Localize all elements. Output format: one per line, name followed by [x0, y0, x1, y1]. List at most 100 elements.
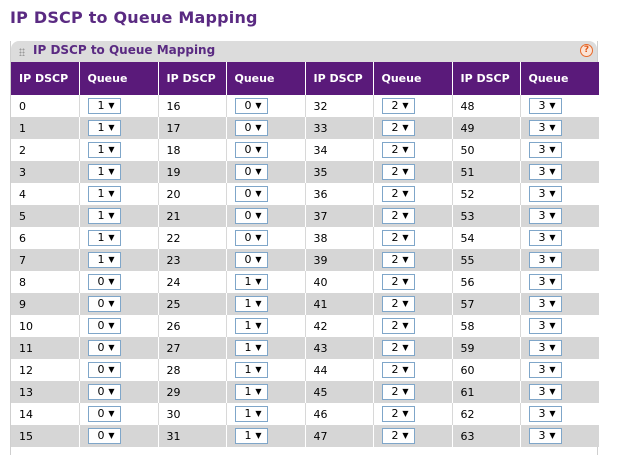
queue-select[interactable]: 3 ▼ [528, 142, 562, 158]
queue-select[interactable]: 2 ▼ [381, 164, 415, 180]
queue-select[interactable]: 0 ▼ [234, 164, 268, 180]
queue-select[interactable]: 3 ▼ [528, 274, 562, 290]
queue-cell: 3 ▼ [520, 381, 599, 403]
dscp-value-cell: 25 [158, 293, 227, 315]
queue-select[interactable]: 1 ▼ [234, 428, 268, 444]
dscp-value-cell: 47 [305, 425, 374, 447]
queue-select[interactable]: 0 ▼ [87, 428, 121, 444]
queue-select[interactable]: 0 ▼ [87, 362, 121, 378]
queue-select[interactable]: 2 ▼ [381, 428, 415, 444]
queue-cell: 0 ▼ [226, 161, 306, 183]
queue-select[interactable]: 0 ▼ [234, 230, 268, 246]
chevron-down-icon: ▼ [402, 255, 409, 264]
queue-select[interactable]: 3 ▼ [528, 362, 562, 378]
queue-select[interactable]: 1 ▼ [87, 230, 121, 246]
queue-cell: 3 ▼ [520, 95, 599, 117]
queue-select[interactable]: 1 ▼ [87, 98, 121, 114]
queue-select[interactable]: 1 ▼ [234, 384, 268, 400]
queue-select[interactable]: 3 ▼ [528, 252, 562, 268]
queue-cell: 3 ▼ [520, 227, 599, 249]
queue-select[interactable]: 0 ▼ [87, 384, 121, 400]
queue-select[interactable]: 3 ▼ [528, 340, 562, 356]
table-row: 15 0 ▼ 31 1 ▼ 47 2 ▼ 63 3 ▼ [11, 425, 599, 447]
queue-selected-value: 0 [244, 121, 252, 134]
dscp-value-cell: 62 [452, 403, 521, 425]
queue-select[interactable]: 2 ▼ [381, 384, 415, 400]
queue-selected-value: 2 [391, 407, 399, 420]
dscp-value-cell: 10 [11, 315, 80, 337]
queue-select[interactable]: 2 ▼ [381, 142, 415, 158]
chevron-down-icon: ▼ [549, 343, 556, 352]
help-icon[interactable]: ? [580, 44, 593, 57]
queue-select[interactable]: 2 ▼ [381, 318, 415, 334]
chevron-down-icon: ▼ [549, 409, 556, 418]
chevron-down-icon: ▼ [549, 365, 556, 374]
dscp-value-cell: 4 [11, 183, 80, 205]
queue-select[interactable]: 3 ▼ [528, 318, 562, 334]
queue-cell: 0 ▼ [226, 139, 306, 161]
queue-select[interactable]: 3 ▼ [528, 296, 562, 312]
queue-cell: 2 ▼ [373, 337, 453, 359]
queue-selected-value: 3 [538, 275, 546, 288]
queue-select[interactable]: 1 ▼ [87, 186, 121, 202]
queue-cell: 3 ▼ [520, 161, 599, 183]
queue-select[interactable]: 1 ▼ [87, 164, 121, 180]
queue-select[interactable]: 1 ▼ [87, 120, 121, 136]
queue-select[interactable]: 3 ▼ [528, 230, 562, 246]
queue-select[interactable]: 1 ▼ [87, 142, 121, 158]
queue-cell: 2 ▼ [373, 293, 453, 315]
queue-select[interactable]: 3 ▼ [528, 120, 562, 136]
queue-select[interactable]: 3 ▼ [528, 406, 562, 422]
queue-select[interactable]: 0 ▼ [234, 208, 268, 224]
queue-select[interactable]: 0 ▼ [234, 142, 268, 158]
queue-select[interactable]: 0 ▼ [234, 186, 268, 202]
queue-select[interactable]: 1 ▼ [234, 318, 268, 334]
queue-select[interactable]: 2 ▼ [381, 406, 415, 422]
queue-select[interactable]: 3 ▼ [528, 98, 562, 114]
queue-select[interactable]: 0 ▼ [87, 406, 121, 422]
queue-cell: 2 ▼ [373, 359, 453, 381]
queue-select[interactable]: 0 ▼ [234, 120, 268, 136]
queue-select[interactable]: 0 ▼ [234, 252, 268, 268]
queue-select[interactable]: 1 ▼ [234, 296, 268, 312]
queue-cell: 0 ▼ [79, 381, 159, 403]
queue-select[interactable]: 2 ▼ [381, 120, 415, 136]
queue-select[interactable]: 1 ▼ [234, 362, 268, 378]
queue-select[interactable]: 3 ▼ [528, 164, 562, 180]
queue-cell: 3 ▼ [520, 403, 599, 425]
dscp-value-cell: 41 [305, 293, 374, 315]
queue-select[interactable]: 1 ▼ [234, 274, 268, 290]
queue-cell: 2 ▼ [373, 183, 453, 205]
queue-select[interactable]: 2 ▼ [381, 340, 415, 356]
queue-select[interactable]: 2 ▼ [381, 98, 415, 114]
queue-select[interactable]: 1 ▼ [87, 208, 121, 224]
queue-select[interactable]: 0 ▼ [87, 340, 121, 356]
queue-select[interactable]: 2 ▼ [381, 252, 415, 268]
dscp-value-cell: 61 [452, 381, 521, 403]
queue-select[interactable]: 3 ▼ [528, 428, 562, 444]
table-row: 7 1 ▼ 23 0 ▼ 39 2 ▼ 55 3 ▼ [11, 249, 599, 271]
queue-select[interactable]: 0 ▼ [234, 98, 268, 114]
queue-select[interactable]: 0 ▼ [87, 296, 121, 312]
queue-select[interactable]: 0 ▼ [87, 274, 121, 290]
queue-select[interactable]: 3 ▼ [528, 208, 562, 224]
queue-cell: 0 ▼ [226, 205, 306, 227]
queue-cell: 2 ▼ [373, 117, 453, 139]
queue-select[interactable]: 1 ▼ [234, 340, 268, 356]
queue-select[interactable]: 3 ▼ [528, 186, 562, 202]
queue-cell: 0 ▼ [79, 425, 159, 447]
queue-select[interactable]: 1 ▼ [87, 252, 121, 268]
queue-select[interactable]: 2 ▼ [381, 186, 415, 202]
queue-select[interactable]: 2 ▼ [381, 296, 415, 312]
queue-select[interactable]: 1 ▼ [234, 406, 268, 422]
queue-cell: 1 ▼ [226, 271, 306, 293]
chevron-down-icon: ▼ [255, 255, 262, 264]
queue-select[interactable]: 0 ▼ [87, 318, 121, 334]
chevron-down-icon: ▼ [402, 189, 409, 198]
queue-select[interactable]: 2 ▼ [381, 362, 415, 378]
queue-select[interactable]: 2 ▼ [381, 230, 415, 246]
queue-selected-value: 3 [538, 297, 546, 310]
queue-select[interactable]: 2 ▼ [381, 208, 415, 224]
queue-select[interactable]: 2 ▼ [381, 274, 415, 290]
queue-select[interactable]: 3 ▼ [528, 384, 562, 400]
